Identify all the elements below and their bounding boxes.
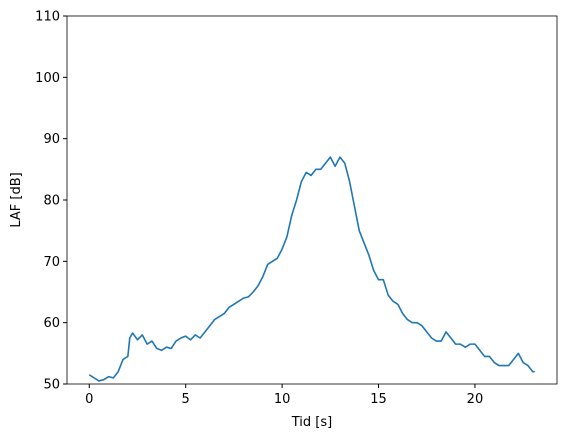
y-tick-label: 100: [35, 71, 60, 86]
x-tick-label: 10: [274, 392, 291, 407]
x-axis-label: Tid [s]: [291, 415, 332, 430]
y-tick-label: 110: [35, 10, 60, 25]
plot-frame: [66, 15, 558, 385]
y-axis-label: LAF [dB]: [9, 172, 24, 227]
y-tick-label: 70: [43, 255, 60, 270]
y-tick-label: 60: [43, 316, 60, 331]
y-tick-label: 50: [43, 378, 60, 393]
data-line: [88, 156, 535, 382]
y-tick-label: 80: [43, 194, 60, 209]
x-tick-label: 0: [85, 392, 93, 407]
x-tick-label: 5: [182, 392, 190, 407]
x-tick-label: 15: [370, 392, 387, 407]
x-tick-label: 20: [467, 392, 484, 407]
y-tick-label: 90: [43, 132, 60, 147]
